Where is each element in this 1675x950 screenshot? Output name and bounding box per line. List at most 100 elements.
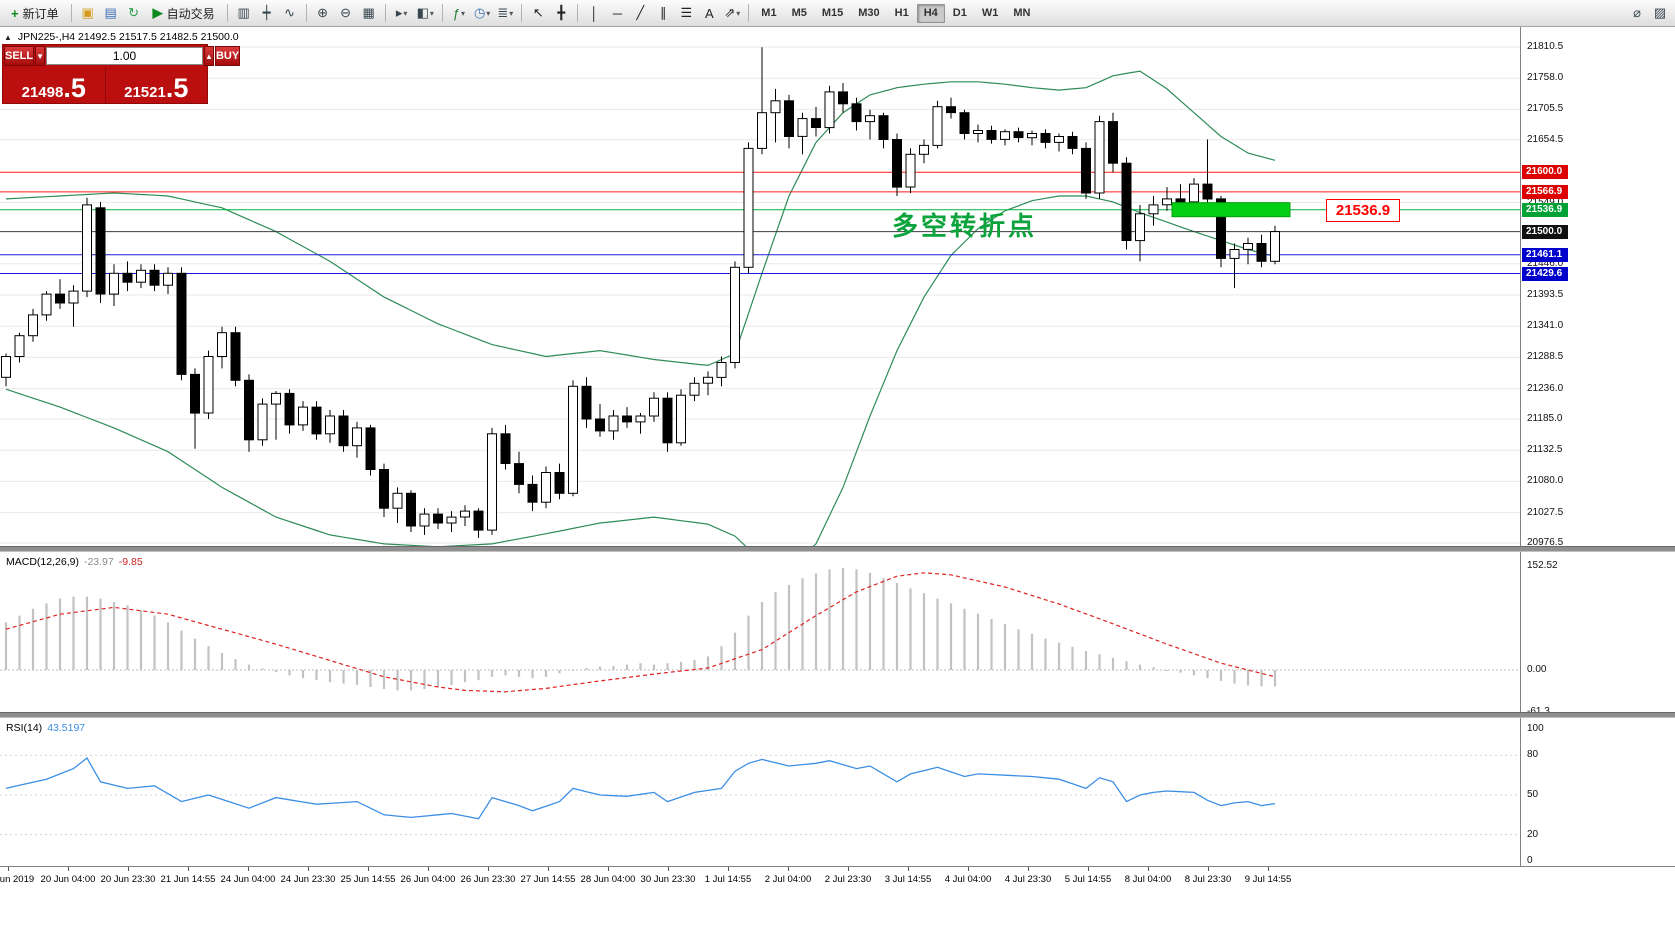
macd-name: MACD(12,26,9): [6, 556, 79, 568]
dropdown-arrow-icon[interactable]: ▾: [461, 8, 466, 18]
price-axis[interactable]: 21810.5 21758.0 21705.5 21654.5 21549.0 21446…: [1520, 27, 1675, 866]
tile-windows-icon[interactable]: ▦: [362, 5, 375, 20]
toolbar: + 新订单 ▣ ▤ ↻ ▶ 自动交易 ▥ ┿ ∿ ⊕ ⊖ ▦ ▸ ▾ ◧ ▾ ƒ ▾ ◷ ▾ ≣ ▾ ↖ ╋ │ ─ ╱ ∥ ☰ A ⇗ ▾ M1…: [0, 0, 1675, 27]
macd-histogram-bar: [1098, 654, 1101, 670]
chart-settings-icon[interactable]: ▨: [1653, 5, 1667, 20]
time-tick: [908, 867, 909, 871]
rsi-axis-tick: 20: [1527, 828, 1539, 840]
ask-price-display[interactable]: 21521.5: [106, 67, 208, 103]
rsi-canvas[interactable]: [0, 718, 1520, 866]
arrow-objects-icon[interactable]: ⇗ ▾: [724, 5, 741, 20]
text-label-icon[interactable]: A: [704, 5, 714, 21]
macd-main-value: -23.97: [83, 556, 114, 568]
timeframe-d1[interactable]: D1: [952, 7, 967, 19]
timeframe-m1[interactable]: M1: [761, 7, 777, 19]
autotrade-button[interactable]: ▶ 自动交易: [146, 2, 222, 24]
zoom-out-icon[interactable]: ⊖: [340, 5, 352, 20]
timeframe-m15[interactable]: M15: [821, 7, 844, 19]
macd-histogram-bar: [679, 661, 683, 670]
trendline-icon[interactable]: ╱: [636, 5, 645, 20]
time-label: 4 Jul 04:00: [944, 874, 992, 885]
macd-canvas[interactable]: [0, 552, 1520, 712]
macd-histogram-bar: [153, 615, 156, 670]
price-callout[interactable]: 21536.9: [1326, 199, 1400, 222]
price-line-badge: 21500.0: [1522, 224, 1568, 239]
candle-body: [311, 406, 322, 435]
zoom-in-icon[interactable]: ⊕: [317, 5, 329, 20]
dropdown-arrow-icon[interactable]: ▾: [486, 8, 491, 18]
price-tick: 21705.5: [1527, 103, 1564, 115]
dropdown-arrow-icon[interactable]: ▾: [509, 8, 514, 18]
macd-histogram-bar: [733, 632, 737, 670]
ask-price-main: 21521: [124, 84, 166, 101]
time-tick: [188, 867, 189, 871]
bar-chart-icon[interactable]: ▥: [237, 5, 250, 20]
refresh-icon[interactable]: ↻: [128, 5, 140, 20]
panel-splitter[interactable]: [0, 546, 1675, 552]
hline-icon[interactable]: ─: [612, 5, 622, 21]
macd-histogram-bar: [1084, 651, 1088, 670]
macd-histogram-bar: [828, 569, 831, 670]
annotation-text[interactable]: 多空转折点: [892, 212, 1038, 242]
macd-histogram-bar: [963, 608, 966, 670]
price-tick: 21341.0: [1527, 320, 1564, 332]
dropdown-arrow-icon[interactable]: ▾: [403, 8, 408, 18]
market-watch-icon[interactable]: ▤: [104, 5, 117, 20]
macd-histogram-bar: [949, 603, 953, 670]
line-chart-icon[interactable]: ∿: [284, 5, 296, 20]
timeframe-w1[interactable]: W1: [981, 7, 999, 19]
timeframe-h4[interactable]: H4: [916, 3, 945, 23]
macd-histogram-bar: [342, 670, 345, 684]
volume-input[interactable]: [46, 47, 204, 65]
macd-histogram-bar: [166, 622, 170, 670]
timeframe-m5[interactable]: M5: [791, 7, 807, 19]
macd-histogram-bar: [423, 670, 426, 689]
profile-icon[interactable]: ▣: [81, 5, 94, 20]
periods-icon[interactable]: ◷ ▾: [473, 5, 491, 20]
crosshair-icon[interactable]: ╋: [557, 5, 566, 20]
equidistant-channel-icon[interactable]: ∥: [660, 5, 667, 20]
macd-histogram-bar: [409, 670, 413, 691]
chart-shift-icon[interactable]: ◧ ▾: [416, 5, 434, 20]
candle-body: [905, 153, 916, 188]
cursor-icon[interactable]: ↖: [532, 5, 544, 20]
candle-body: [433, 513, 443, 524]
vline-icon[interactable]: │: [590, 5, 599, 21]
panel-splitter[interactable]: [0, 712, 1675, 718]
indicators-icon[interactable]: ƒ ▾: [452, 5, 466, 21]
search-icon[interactable]: ⌀: [1633, 5, 1641, 20]
buy-button[interactable]: BUY: [214, 46, 241, 66]
candle-body: [1081, 147, 1091, 194]
time-axis[interactable]: 19 Jun 2019 20 Jun 04:00 20 Jun 23:30 21 Ju…: [0, 866, 1675, 890]
new-order-button[interactable]: + 新订单: [4, 2, 66, 24]
dropdown-arrow-icon[interactable]: ▾: [736, 8, 741, 18]
bid-price-display[interactable]: 21498.5: [3, 67, 106, 103]
rsi-axis-tick: 50: [1527, 789, 1539, 800]
volume-increase-button[interactable]: ▲: [204, 46, 214, 66]
time-tick: [848, 867, 849, 871]
candle-body: [932, 106, 943, 146]
dropdown-arrow-icon[interactable]: ▾: [429, 8, 434, 18]
timeframe-m30[interactable]: M30: [858, 7, 880, 19]
macd-histogram-bar: [1192, 670, 1196, 676]
candle-body: [608, 415, 619, 432]
macd-histogram-bar: [1273, 670, 1277, 687]
candle-body: [554, 472, 565, 494]
templates-icon[interactable]: ≣ ▾: [497, 5, 514, 20]
price-chart-canvas[interactable]: [0, 27, 1520, 546]
macd-histogram-bar: [220, 653, 224, 670]
candle-body: [217, 332, 227, 358]
volume-decrease-button[interactable]: ▼: [35, 46, 46, 66]
timeframe-h1[interactable]: H1: [894, 7, 909, 19]
highlight-box[interactable]: [1171, 202, 1291, 218]
panel-collapse-icon[interactable]: ▲: [4, 32, 12, 42]
macd-signal-value: -9.85: [118, 556, 143, 568]
candlestick-chart-icon[interactable]: ┿: [262, 5, 271, 20]
sell-button[interactable]: SELL: [4, 46, 35, 66]
candle-body: [244, 379, 254, 441]
macd-histogram-bar: [909, 588, 912, 670]
fibonacci-icon[interactable]: ☰: [680, 5, 693, 20]
candle-body: [757, 112, 767, 149]
timeframe-mn[interactable]: MN: [1013, 7, 1031, 19]
auto-scroll-icon[interactable]: ▸ ▾: [395, 5, 408, 20]
